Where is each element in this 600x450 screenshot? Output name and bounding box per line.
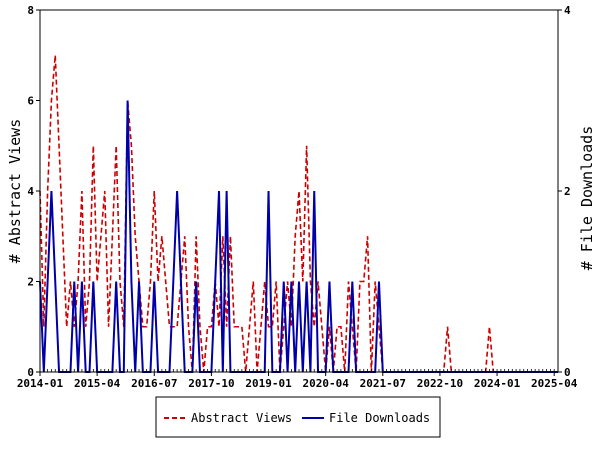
x-tick-label: 2019-01	[245, 377, 292, 390]
y-left-tick-label: 2	[27, 276, 34, 289]
x-tick-label: 2017-10	[188, 377, 234, 390]
x-tick-label: 2020-04	[302, 377, 349, 390]
y-right-tick-label: 4	[564, 4, 571, 17]
y-axis-right-title: # File Downloads	[578, 126, 596, 271]
x-axis: 2014-01 2015-04 2016-07 2017-10 2019-01 2020-…	[17, 369, 578, 390]
legend-label-abstract-views: Abstract Views	[191, 411, 292, 425]
y-left-tick-label: 8	[27, 4, 34, 17]
y-axis-left: 0 2 4 6 8	[27, 4, 40, 379]
x-tick-label: 2014-01	[17, 377, 64, 390]
x-tick-label: 2015-04	[74, 377, 121, 390]
legend: Abstract Views File Downloads	[155, 396, 441, 438]
y-left-tick-label: 6	[27, 95, 34, 108]
x-tick-label: 2025-04	[531, 377, 578, 390]
x-tick-label: 2016-07	[131, 377, 177, 390]
y-left-tick-label: 0	[27, 366, 34, 379]
legend-box	[155, 396, 441, 438]
x-tick-label: 2022-10	[417, 377, 463, 390]
x-tick-label: 2021-07	[360, 377, 406, 390]
y-right-tick-label: 2	[564, 185, 571, 198]
x-tick-label: 2024-01	[474, 377, 521, 390]
y-right-tick-label: 0	[564, 366, 571, 379]
legend-label-file-downloads: File Downloads	[329, 411, 430, 425]
y-axis-right: 0 2 4	[558, 4, 571, 379]
y-left-tick-label: 4	[27, 185, 34, 198]
y-axis-left-title: # Abstract Views	[6, 119, 24, 264]
